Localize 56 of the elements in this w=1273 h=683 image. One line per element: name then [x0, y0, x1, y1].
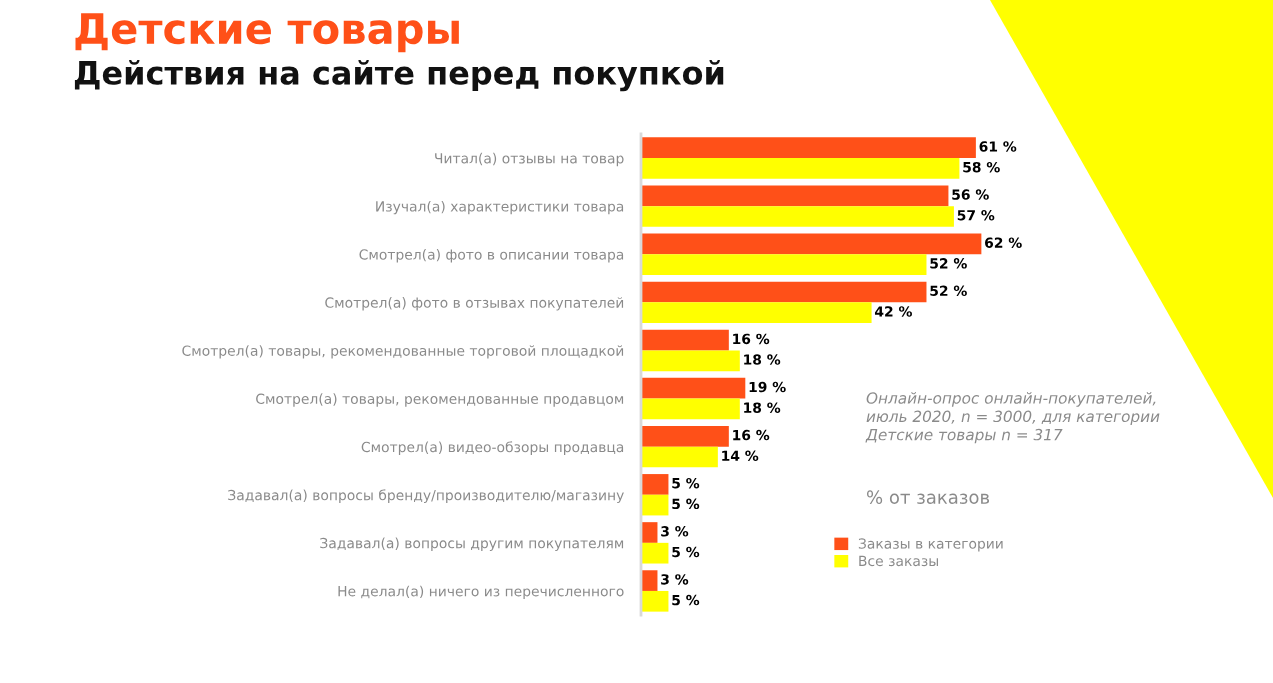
data-label: 14 %: [722, 450, 759, 462]
y-tick-label: Не делал(а) ничего из перечисленного: [338, 585, 624, 600]
chart-subtitle: Действия на сайте перед покупкой: [74, 60, 724, 92]
y-tick-label: Читал(а) отзывы на товар: [435, 152, 624, 167]
data-label: 18 %: [744, 354, 781, 365]
bar: [641, 206, 954, 227]
bar: [641, 185, 949, 207]
bar: [641, 329, 729, 351]
data-label: 19 %: [749, 381, 786, 393]
bar: [641, 425, 729, 447]
data-label: 52 %: [930, 285, 967, 297]
y-tick-label: Смотрел(а) фото в описании товара: [359, 248, 624, 263]
bar: [641, 233, 982, 255]
legend-label: Все заказы: [859, 555, 938, 567]
data-label: 52 %: [930, 258, 967, 269]
data-label: 16 %: [733, 333, 770, 345]
data-label: 5 %: [672, 594, 700, 606]
bar: [641, 281, 927, 303]
bar: [641, 590, 669, 612]
bar: [641, 570, 658, 591]
y-tick-label: Смотрел(а) видео-обзоры продавца: [361, 441, 624, 455]
data-label: 5 %: [672, 477, 700, 489]
bar: [641, 494, 669, 516]
legend-label: Заказы в категории: [858, 538, 1003, 552]
bar: [641, 474, 669, 495]
bar: [641, 158, 960, 179]
data-label: 18 %: [744, 402, 781, 413]
data-label: 57 %: [957, 210, 995, 221]
y-tick-label: Изучал(а) характеристики товара: [376, 200, 624, 215]
bar: [641, 542, 669, 564]
data-label: 3 %: [661, 574, 689, 585]
data-label: 3 %: [661, 526, 689, 537]
y-tick-label: Смотрел(а) фото в отзывах покупателей: [325, 297, 624, 311]
data-label: 56 %: [952, 189, 989, 200]
y-tick-label: Смотрел(а) товары, рекомендованные продавцом: [256, 393, 624, 407]
y-tick-label: Задавал(а) вопросы бренду/производителю/магазину: [228, 489, 624, 504]
data-label: 5 %: [672, 498, 700, 510]
bar: [641, 137, 976, 159]
bar: [641, 398, 740, 420]
data-label: 62 %: [985, 237, 1022, 248]
data-label: 16 %: [733, 429, 770, 441]
bar: [641, 446, 718, 468]
bar: [641, 302, 872, 324]
text: Детские товары: [75, 13, 459, 53]
data-label: 42 %: [874, 306, 912, 317]
data-label: 58 %: [963, 161, 1000, 173]
data-label: 5 %: [672, 546, 700, 558]
annotation: % от заказов: [867, 490, 990, 504]
bar: [641, 522, 658, 543]
bar: [641, 254, 927, 275]
bar: [641, 350, 740, 372]
data-label: 61 %: [979, 141, 1017, 152]
annotation: Онлайн-опрос онлайн-покупателей, июль 2020, n = 3000, для категории Детские товары n = 317: [865, 392, 1160, 444]
y-tick-label: Смотрел(а) товары, рекомендованные торговой площадкой: [182, 345, 624, 359]
y-tick-label: Задавал(а) вопросы другим покупателям: [320, 537, 624, 552]
bar: [641, 377, 746, 399]
